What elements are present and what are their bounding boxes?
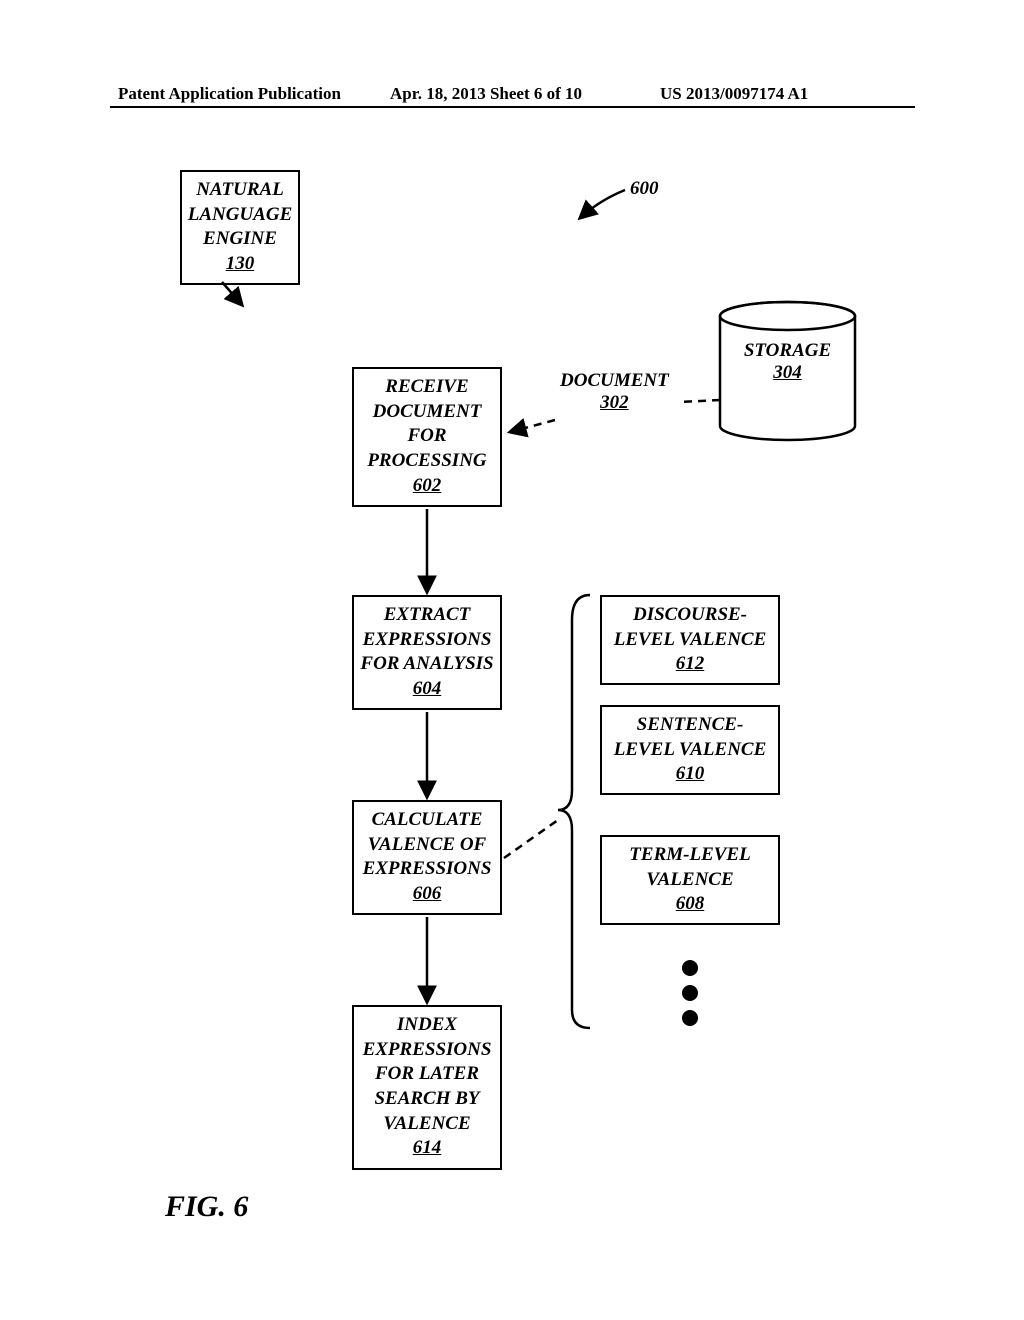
node-line: LEVEL VALENCE — [606, 738, 774, 763]
ellipsis-dot — [682, 985, 698, 1001]
node-sentence-valence: SENTENCE- LEVEL VALENCE 610 — [600, 705, 780, 795]
arrow-nle-out — [222, 282, 242, 305]
header-rule — [110, 106, 915, 108]
edge-storage-doc-seg — [680, 400, 720, 402]
node-ref: 614 — [358, 1136, 496, 1161]
node-line: NATURAL — [186, 178, 294, 203]
node-ref: 304 — [720, 362, 855, 384]
node-line: EXPRESSIONS — [358, 1038, 496, 1063]
arrow-fig-ref — [580, 190, 625, 218]
label-figure-ref: 600 — [630, 178, 659, 200]
node-line: FOR ANALYSIS — [358, 652, 496, 677]
node-line: DISCOURSE- — [606, 603, 774, 628]
node-natural-language-engine: NATURAL LANGUAGE ENGINE 130 — [180, 170, 300, 285]
storage-label: STORAGE 304 — [720, 340, 855, 384]
node-ref: 606 — [358, 882, 496, 907]
node-line: PROCESSING — [358, 449, 496, 474]
label-text: 600 — [630, 178, 659, 199]
ellipsis-dot — [682, 1010, 698, 1026]
node-line: CALCULATE — [358, 808, 496, 833]
node-line: VALENCE — [606, 868, 774, 893]
node-ref: 130 — [186, 252, 294, 277]
header-patent-number: US 2013/0097174 A1 — [660, 84, 808, 104]
curly-brace — [558, 595, 590, 1028]
node-line: EXPRESSIONS — [358, 857, 496, 882]
header-date: Apr. 18, 2013 Sheet 6 of 10 — [390, 84, 582, 104]
node-line: LANGUAGE — [186, 203, 294, 228]
node-line: STORAGE — [720, 340, 855, 362]
node-receive-document: RECEIVE DOCUMENT FOR PROCESSING 602 — [352, 367, 502, 507]
node-calculate-valence: CALCULATE VALENCE OF EXPRESSIONS 606 — [352, 800, 502, 915]
node-line: RECEIVE — [358, 375, 496, 400]
node-line: LEVEL VALENCE — [606, 628, 774, 653]
node-line: EXTRACT — [358, 603, 496, 628]
figure-caption: FIG. 6 — [165, 1190, 248, 1224]
diagram-connectors — [0, 0, 1024, 1320]
label-ref: 302 — [560, 392, 669, 414]
node-line: DOCUMENT — [358, 400, 496, 425]
node-line: EXPRESSIONS — [358, 628, 496, 653]
node-line: FOR — [358, 424, 496, 449]
node-line: FOR LATER — [358, 1062, 496, 1087]
ellipsis-dot — [682, 960, 698, 976]
node-extract-expressions: EXTRACT EXPRESSIONS FOR ANALYSIS 604 — [352, 595, 502, 710]
node-line: SEARCH BY — [358, 1087, 496, 1112]
edge-calculate-brace — [504, 820, 558, 858]
label-text: DOCUMENT — [560, 370, 669, 392]
node-line: SENTENCE- — [606, 713, 774, 738]
node-discourse-valence: DISCOURSE- LEVEL VALENCE 612 — [600, 595, 780, 685]
header-publication: Patent Application Publication — [118, 84, 341, 104]
node-ref: 608 — [606, 892, 774, 917]
node-line: ENGINE — [186, 227, 294, 252]
edge-doc-receive — [510, 420, 555, 432]
node-ref: 604 — [358, 677, 496, 702]
node-ref: 602 — [358, 474, 496, 499]
node-line: TERM-LEVEL — [606, 843, 774, 868]
node-ref: 610 — [606, 762, 774, 787]
node-index-expressions: INDEX EXPRESSIONS FOR LATER SEARCH BY VA… — [352, 1005, 502, 1170]
node-term-valence: TERM-LEVEL VALENCE 608 — [600, 835, 780, 925]
label-document: DOCUMENT 302 — [560, 370, 669, 414]
node-line: VALENCE — [358, 1112, 496, 1137]
node-line: INDEX — [358, 1013, 496, 1038]
node-ref: 612 — [606, 652, 774, 677]
node-line: VALENCE OF — [358, 833, 496, 858]
